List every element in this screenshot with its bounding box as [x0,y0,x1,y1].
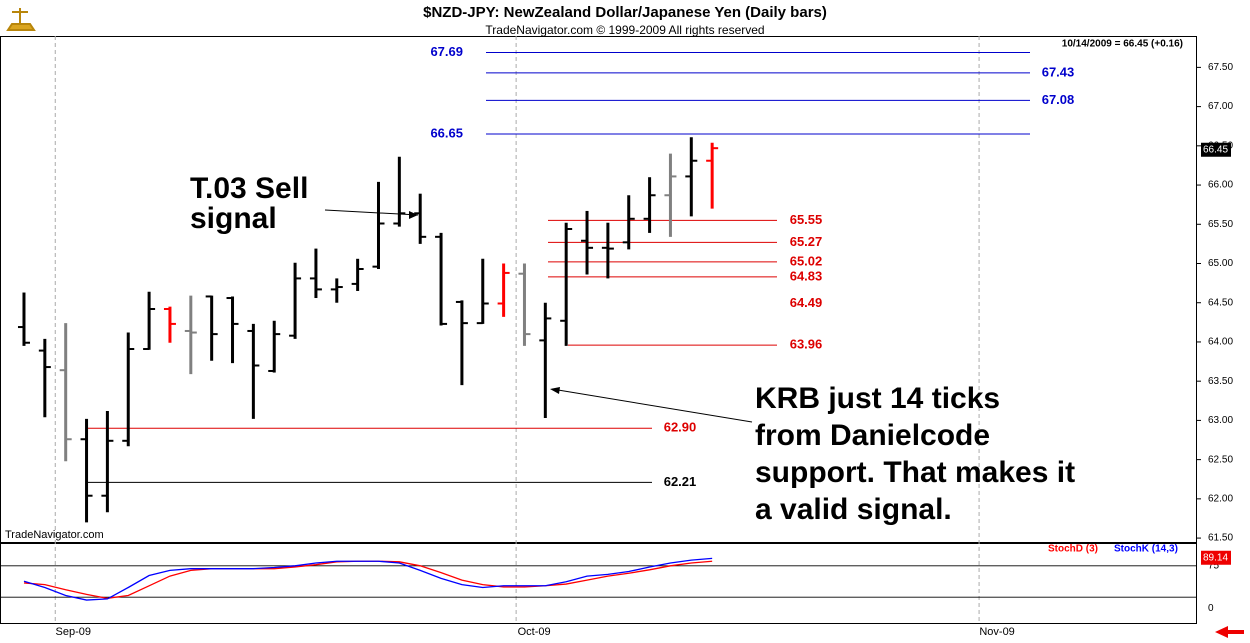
arrowhead [550,387,560,394]
level-label: 63.96 [790,337,823,352]
annotation: KRB just 14 ticks [755,382,1000,415]
chart-subtitle: TradeNavigator.com © 1999-2009 All right… [485,23,764,37]
scroll-arrow[interactable] [1215,626,1244,638]
y-tick-label: 67.00 [1208,101,1233,112]
price-box-label: 66.45 [1203,144,1228,155]
x-tick-label: Nov-09 [979,626,1014,638]
x-tick-label: Oct-09 [518,626,551,638]
indicator-line [23,557,713,601]
level-label: 67.69 [430,44,463,59]
y-tick-label: 63.50 [1208,376,1233,387]
arrowhead [409,211,418,219]
level-label: 66.65 [430,125,463,140]
x-tick-label: Sep-09 [56,626,91,638]
annotation: from Danielcode [755,419,990,452]
indicator-panel [0,543,1197,624]
level-label: 64.83 [790,268,823,283]
y-tick-label: 61.50 [1208,533,1233,544]
arrow [324,209,419,216]
value-box-label: 89.14 [1203,552,1228,563]
level-label: 64.49 [790,295,823,310]
price-panel [0,36,1197,543]
watermark: TradeNavigator.com [5,529,104,541]
chart-title: $NZD-JPY: NewZealand Dollar/Japanese Yen… [423,4,827,21]
value-box [1201,550,1231,565]
level-label: 65.27 [790,234,823,249]
header-note: 10/14/2009 = 66.45 (+0.16) [1062,39,1183,50]
level-label: 65.02 [790,253,823,268]
level-label: 62.90 [664,420,697,435]
y-tick-label: 62.50 [1208,454,1233,465]
annotation: signal [190,202,277,235]
plot-layer: Sep-09 Oct-09 Nov-09 61.50 62.00 62.50 63.00 63… [0,36,1233,638]
y-tick-label: 0 [1208,603,1214,614]
y-tick-label: 63.00 [1208,415,1233,426]
level-label: 65.55 [790,212,823,227]
y-tick-label: 65.00 [1208,258,1233,269]
level-label: 67.08 [1042,92,1075,107]
y-tick-label: 62.00 [1208,493,1233,504]
annotation: a valid signal. [755,493,952,526]
y-tick-label: 66.00 [1208,180,1233,191]
y-tick-label: 64.50 [1208,297,1233,308]
y-tick-label: 65.50 [1208,219,1233,230]
y-tick-label: 67.50 [1208,62,1233,73]
y-tick-label: 75 [1208,560,1220,571]
legend-entry: StochD (3) [1048,544,1098,555]
y-tick-label: 64.00 [1208,337,1233,348]
annotation: T.03 Sell [190,172,308,205]
annotation: support. That makes it [755,456,1075,489]
price-box [1201,142,1231,157]
level-label: 67.43 [1042,64,1075,79]
logo [6,8,36,31]
arrow [551,388,753,423]
level-label: 62.21 [664,474,697,489]
legend-entry: StochK (14,3) [1114,544,1178,555]
